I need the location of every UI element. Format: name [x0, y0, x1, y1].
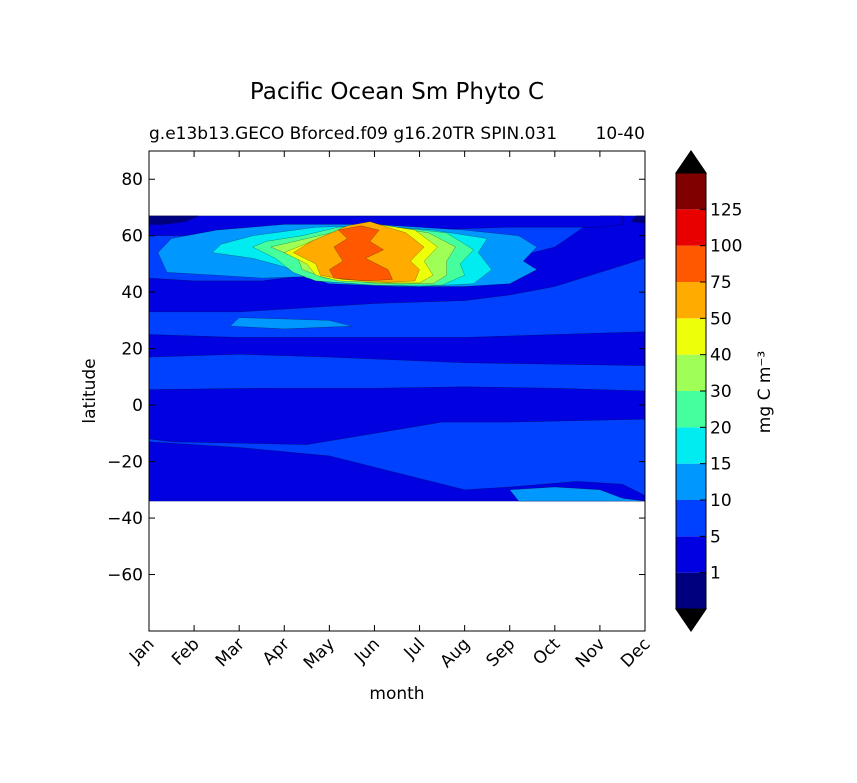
colorbar-tick-label: 30 [710, 382, 732, 402]
chart-subtitle: g.e13b13.GECO Bforced.f09 g16.20TR SPIN.… [149, 124, 557, 144]
colorbar-tick-label: 20 [710, 418, 732, 438]
colorbar-tick-label: 125 [710, 200, 742, 220]
colorbar-swatch [676, 282, 706, 319]
colorbar-tick-label: 10 [710, 491, 732, 511]
colorbar-tick-label: 1 [710, 564, 721, 584]
chart-title: Pacific Ocean Sm Phyto C [250, 79, 544, 105]
y-tick-label: 60 [121, 227, 143, 247]
x-tick-label: Feb [168, 634, 203, 669]
x-tick-label: Nov [572, 634, 610, 672]
y-tick-label: 0 [132, 396, 143, 416]
colorbar-tick-label: 75 [710, 273, 732, 293]
colorbar-swatch [676, 173, 706, 210]
y-tick-label: −40 [107, 509, 143, 529]
colorbar-tick-label: 15 [710, 455, 732, 475]
colorbar-swatch [676, 536, 706, 573]
colorbar-swatch [676, 354, 706, 391]
plot-area-frame [148, 150, 646, 632]
contour-fills [148, 215, 646, 502]
y-tick-label: −60 [107, 566, 143, 586]
colorbar-swatch [676, 245, 706, 282]
colorbar-tick-label: 50 [710, 309, 732, 329]
contour-region-level-9 [329, 225, 393, 282]
colorbar-swatch [676, 572, 706, 609]
x-tick-label: Oct [529, 634, 564, 669]
y-tick-label: −20 [107, 453, 143, 473]
colorbar-swatch [676, 463, 706, 500]
contour-region-level-1 [148, 331, 646, 366]
contour-region-level-3 [229, 317, 352, 330]
x-tick-label: Dec [617, 634, 654, 671]
colorbar-swatch [676, 209, 706, 246]
colorbar-swatch [676, 427, 706, 464]
chart-subtitle-range: 10-40 [596, 124, 645, 144]
x-tick-label: Mar [212, 634, 249, 671]
colorbar-swatch [676, 391, 706, 428]
x-tick-label: Jan [125, 634, 158, 667]
x-tick-label: Aug [437, 634, 475, 672]
x-tick-label: May [300, 634, 339, 673]
x-tick-label: Sep [482, 634, 519, 671]
colorbar-swatch [676, 318, 706, 355]
x-tick-label: Apr [259, 634, 294, 669]
y-axis-label: latitude [80, 358, 100, 423]
x-tick-label: Jul [400, 634, 429, 663]
colorbar-tick-label: 40 [710, 346, 732, 366]
y-tick-label: 80 [121, 170, 143, 190]
colorbar-label: mg C m⁻³ [755, 351, 775, 433]
y-tick-label: 40 [121, 283, 143, 303]
colorbar-frame [675, 150, 707, 632]
colorbar-extend-min [675, 608, 707, 632]
colorbar-tick-label: 100 [710, 237, 742, 257]
x-tick-label: Jun [350, 634, 384, 668]
colorbar-tick-label: 5 [710, 527, 721, 547]
colorbar-extend-max [675, 150, 707, 174]
colorbar-swatch [676, 500, 706, 537]
y-axis-ticks: 80 60 40 20 0 −20 −40 −60 [107, 170, 645, 586]
y-tick-label: 20 [121, 340, 143, 360]
x-axis-label: month [369, 684, 424, 704]
